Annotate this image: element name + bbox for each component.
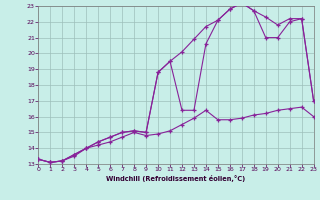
X-axis label: Windchill (Refroidissement éolien,°C): Windchill (Refroidissement éolien,°C) [106,175,246,182]
